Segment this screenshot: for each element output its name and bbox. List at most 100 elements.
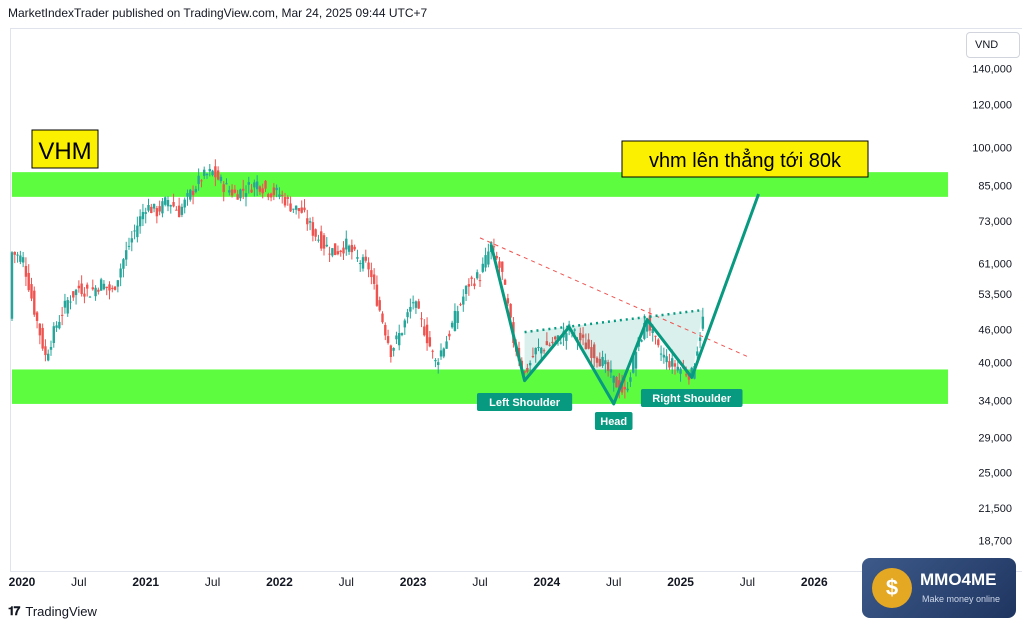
- candle-body: [320, 231, 323, 249]
- candle-body: [255, 181, 259, 190]
- price-chart[interactable]: Left Shoulder Head Right Shoulder VHM vhm lê…: [0, 0, 1034, 600]
- x-tick-label: 2024: [534, 575, 561, 589]
- candle-body: [609, 369, 613, 373]
- candle-body: [155, 208, 159, 217]
- candle-body: [30, 284, 33, 299]
- candle-body: [88, 296, 92, 298]
- candle-body: [177, 205, 181, 218]
- candle-body: [306, 218, 309, 225]
- x-tick-label: Jul: [71, 575, 86, 589]
- candle-body: [606, 362, 610, 371]
- candle-body: [242, 188, 245, 191]
- pattern-label-bg: [476, 393, 573, 411]
- candle-body: [389, 345, 393, 358]
- candle-body: [414, 301, 418, 308]
- candle-body: [470, 277, 473, 279]
- candle-body: [696, 351, 699, 356]
- candle-body: [144, 212, 147, 214]
- candle-body: [286, 197, 289, 199]
- x-tick-label: 2026: [801, 575, 828, 589]
- candle-body: [194, 188, 198, 192]
- candle-body: [587, 339, 590, 349]
- y-tick-label: 53,500: [978, 289, 1012, 301]
- candle-body: [347, 245, 351, 252]
- candle-body: [384, 324, 387, 336]
- candle-body: [356, 257, 359, 259]
- pattern-path: [489, 193, 760, 406]
- candle-body: [492, 246, 496, 248]
- candle-body: [55, 325, 58, 328]
- candle-body: [38, 323, 42, 336]
- candle-body: [16, 254, 19, 256]
- candle-body: [420, 318, 423, 320]
- candle-body: [74, 289, 78, 296]
- candle-body: [392, 347, 395, 351]
- candle-body: [328, 253, 331, 255]
- candle-body: [671, 358, 674, 367]
- candle-body: [476, 272, 479, 279]
- x-tick-label: 2020: [9, 575, 36, 589]
- candle-body: [19, 255, 22, 262]
- y-tick-label: 40,000: [978, 357, 1012, 369]
- candle-body: [498, 261, 501, 268]
- candle-body: [464, 285, 468, 295]
- candle-body: [247, 182, 250, 185]
- candle-body: [350, 244, 354, 253]
- candle-body: [506, 298, 510, 304]
- candle-body: [297, 208, 301, 212]
- candle-body: [172, 202, 175, 207]
- currency-selector[interactable]: VND: [966, 32, 1020, 58]
- candle-body: [147, 205, 150, 211]
- candle-body: [80, 283, 83, 295]
- y-tick-label: 140,000: [972, 64, 1012, 76]
- candle-body: [281, 194, 284, 196]
- candle-body: [495, 255, 498, 259]
- candle-body: [211, 170, 214, 176]
- candle-body: [122, 259, 125, 269]
- candle-body: [428, 337, 432, 347]
- candle-body: [584, 342, 588, 350]
- candle-body: [459, 304, 462, 306]
- candle-body: [456, 311, 459, 323]
- candle-body: [258, 186, 262, 192]
- candle-body: [565, 333, 568, 341]
- candle-body: [342, 247, 345, 254]
- pattern-label-bg: [640, 389, 743, 407]
- candle-body: [164, 197, 167, 205]
- candle-body: [581, 334, 585, 338]
- candle-body: [623, 387, 627, 390]
- candle-body: [542, 350, 546, 352]
- candle-body: [400, 333, 404, 336]
- candle-body: [378, 300, 381, 311]
- candle-body: [643, 322, 646, 339]
- candle-body: [208, 168, 211, 172]
- y-tick-label: 100,000: [972, 142, 1012, 154]
- candle-body: [125, 250, 128, 260]
- candle-body: [528, 362, 532, 366]
- candle-body: [24, 265, 28, 277]
- candle-body: [534, 347, 537, 355]
- downtrend-line: [479, 237, 748, 357]
- candle-body: [130, 238, 133, 243]
- x-tick-label: Jul: [339, 575, 354, 589]
- candle-body: [278, 194, 281, 197]
- candle-body: [197, 175, 200, 185]
- candle-body: [60, 314, 64, 316]
- candle-body: [467, 284, 471, 287]
- candle-body: [152, 203, 156, 209]
- candle-body: [662, 354, 666, 358]
- tradingview-footer[interactable]: 𝟏𝟕 TradingView: [8, 604, 97, 619]
- candle-body: [186, 193, 189, 197]
- candle-body: [72, 291, 75, 298]
- candle-body: [673, 363, 677, 367]
- x-tick-label: 2025: [667, 575, 694, 589]
- candle-body: [545, 341, 549, 346]
- candle-body: [33, 290, 36, 315]
- watermark-brand: MMO4ME: [920, 570, 997, 589]
- candle-body: [417, 301, 420, 309]
- candle-body: [481, 263, 484, 272]
- candle-body: [275, 187, 278, 191]
- candle-body: [136, 225, 139, 238]
- candle-body: [370, 270, 373, 278]
- candle-body: [49, 346, 53, 350]
